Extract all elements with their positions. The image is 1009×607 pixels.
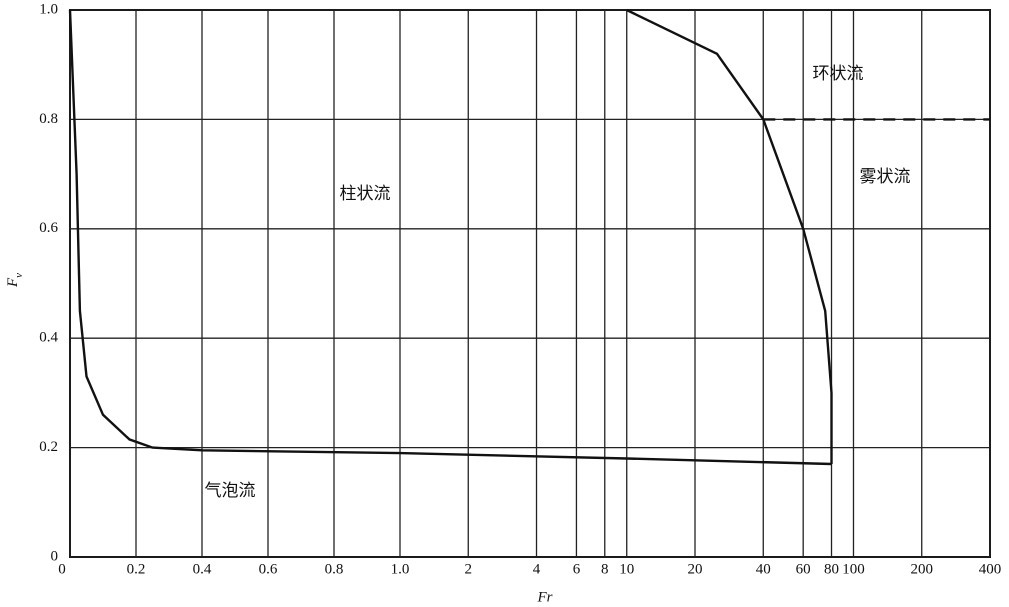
y-tick-label: 1.0: [39, 1, 58, 17]
boundary-line: [626, 8, 833, 464]
x-tick-label: 0.2: [127, 561, 146, 577]
x-tick-label: 100: [842, 561, 865, 577]
x-tick-label: 60: [796, 561, 811, 577]
x-tick-label: 4: [533, 561, 541, 577]
x-tick-label: 2: [465, 561, 473, 577]
region-label: 气泡流: [205, 481, 256, 500]
x-tick-label: 20: [688, 561, 703, 577]
y-tick-label: 0.4: [39, 330, 58, 346]
y-tick-label: 0.8: [39, 111, 58, 127]
y-tick-label: 0.2: [39, 439, 58, 455]
x-tick-label: 0.6: [259, 561, 278, 577]
x-tick-label: 10: [619, 561, 634, 577]
y-tick-label: 0.6: [39, 220, 58, 236]
x-tick-label: 80: [824, 561, 839, 577]
boundary-line: [68, 9, 832, 466]
y-tick-label: 0: [51, 548, 59, 564]
x-tick-label: 0.8: [325, 561, 344, 577]
region-label: 环状流: [813, 64, 864, 83]
y-axis-label: Fv: [5, 273, 24, 288]
x-tick-label: 6: [573, 561, 581, 577]
x-tick-label: 0: [58, 561, 66, 577]
x-tick-label: 1.0: [391, 561, 410, 577]
x-tick-label: 200: [910, 561, 933, 577]
x-axis-label: Fr: [537, 589, 553, 605]
x-tick-label: 8: [601, 561, 609, 577]
x-tick-label: 40: [756, 561, 771, 577]
y-axis-label-sub: v: [13, 273, 25, 278]
x-tick-label: 400: [979, 561, 1002, 577]
plot-frame: [69, 9, 991, 558]
y-axis-label-main: F: [5, 277, 21, 288]
region-label: 雾状流: [860, 167, 911, 186]
x-tick-label: 0.4: [193, 561, 212, 577]
region-label: 柱状流: [340, 184, 391, 203]
